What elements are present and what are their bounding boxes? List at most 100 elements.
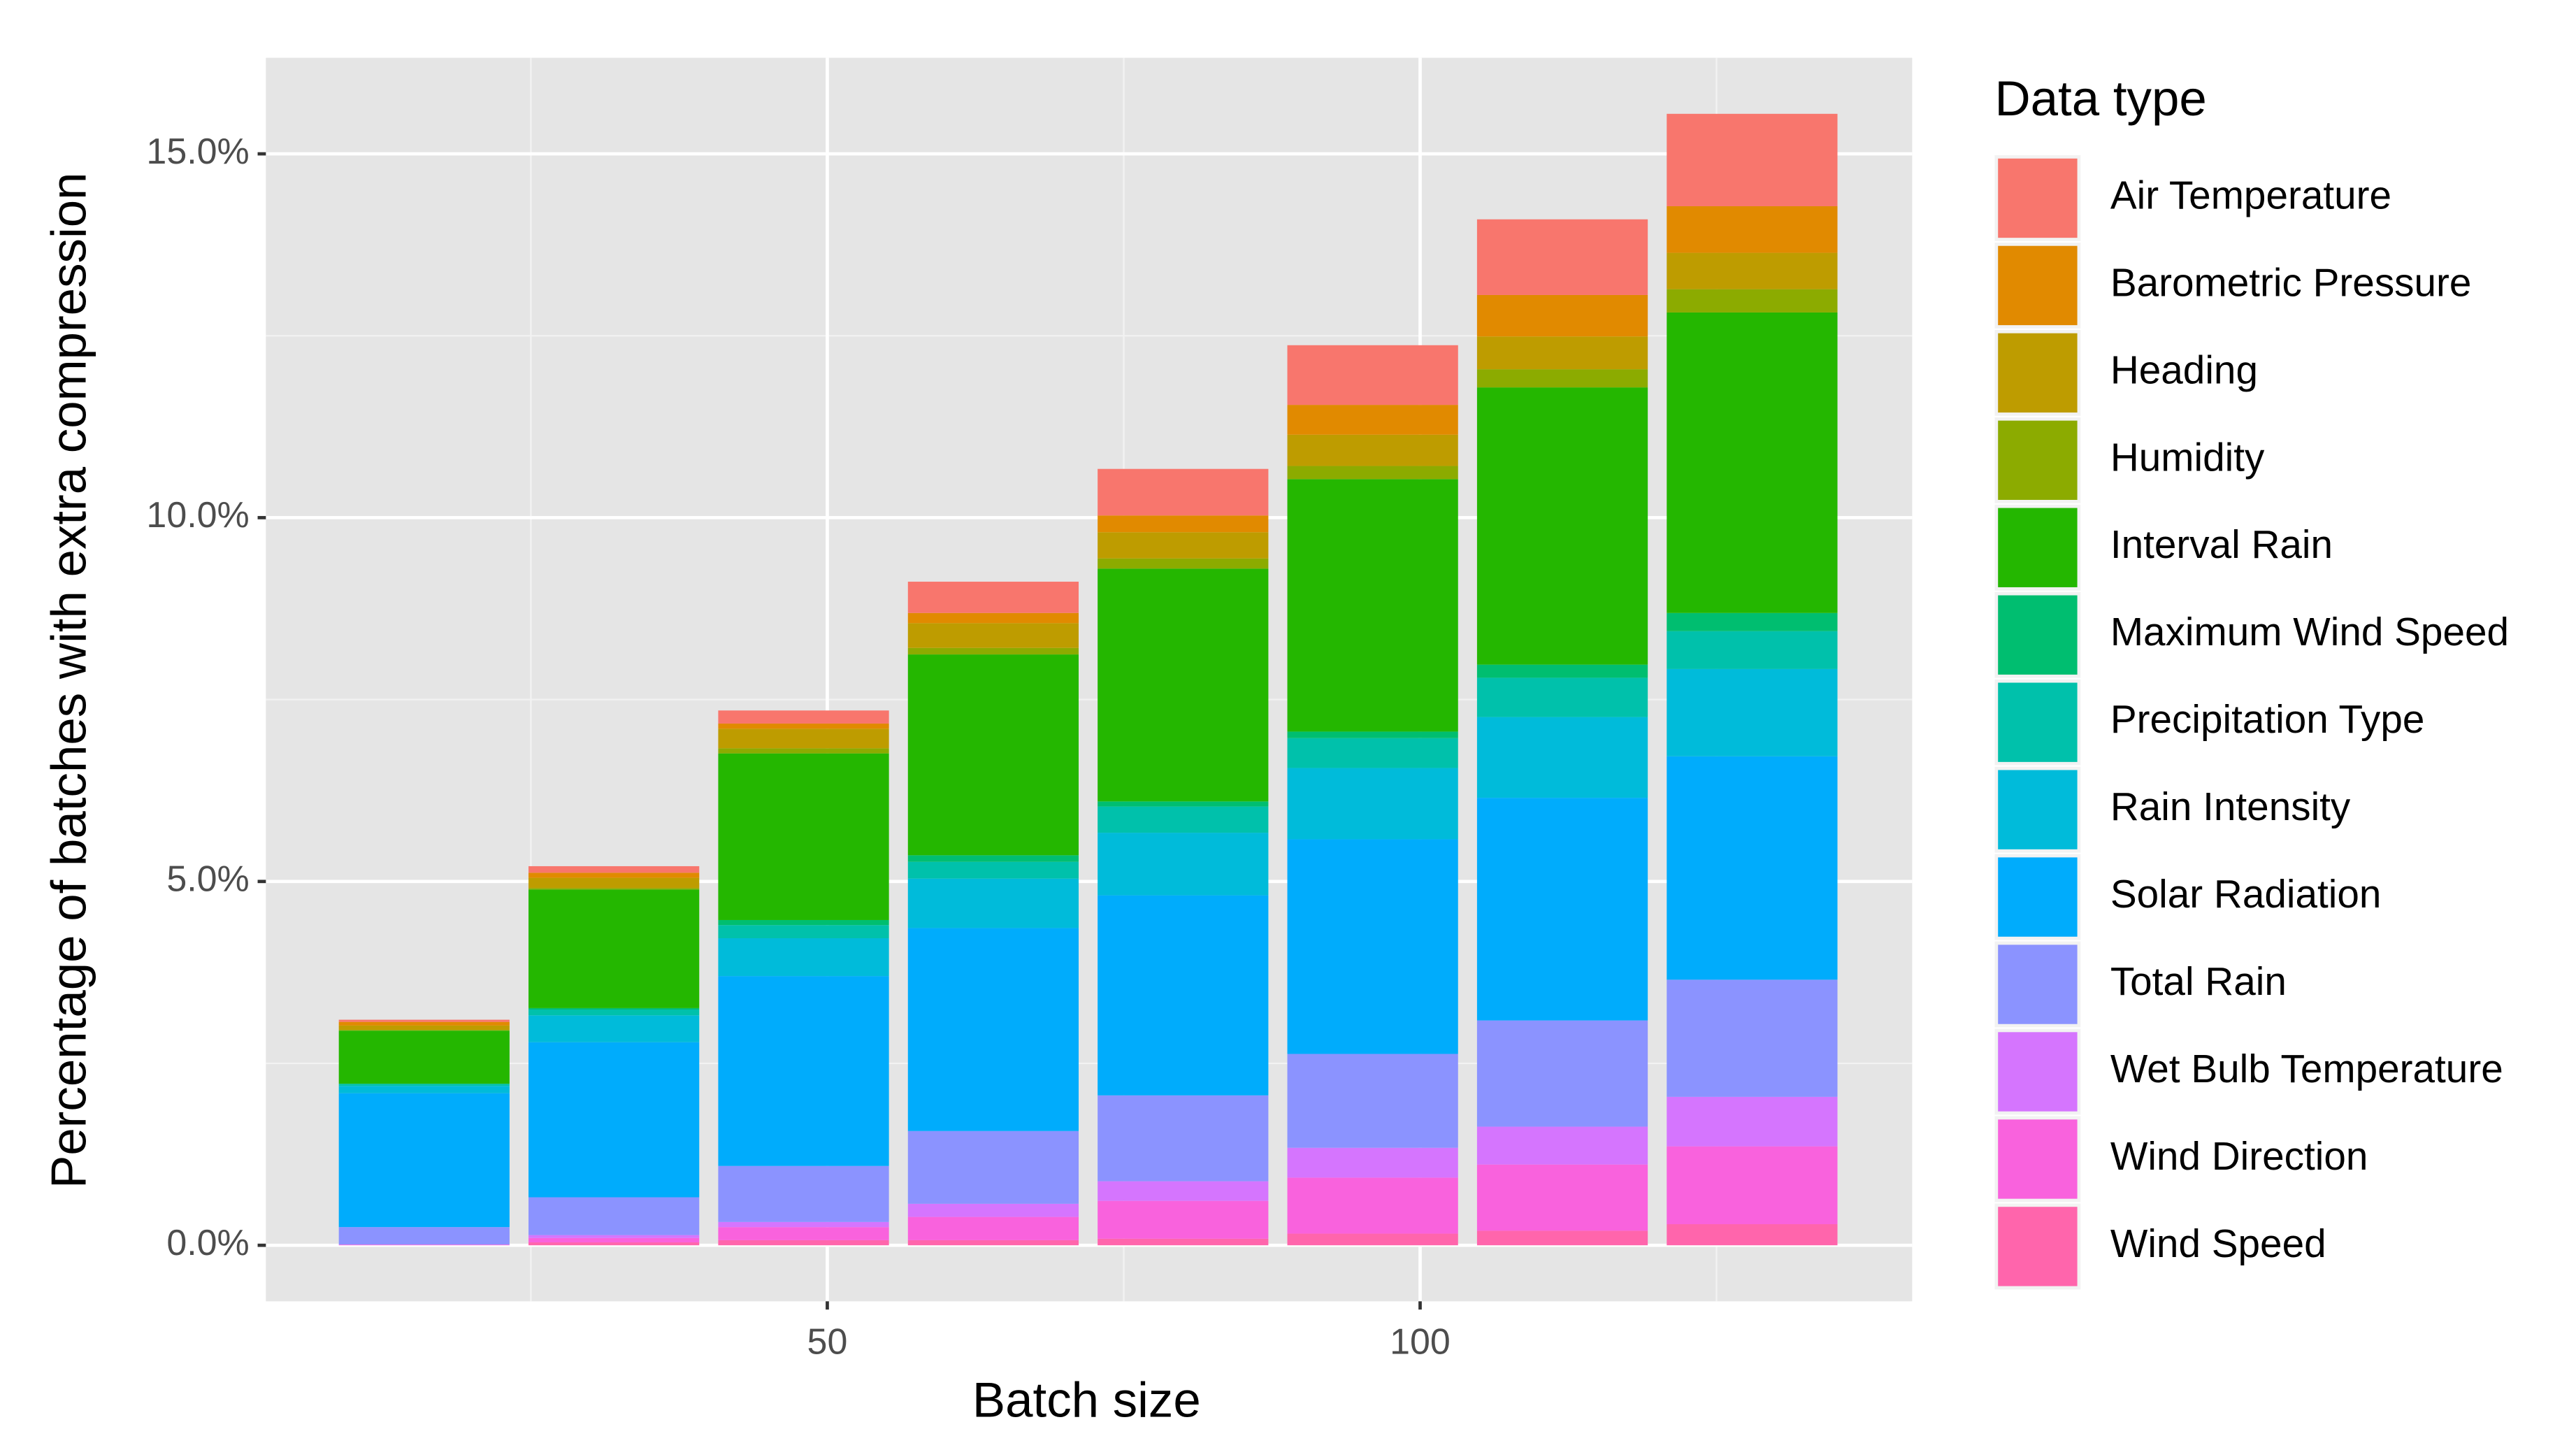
- legend-key: [1998, 1032, 2078, 1112]
- bar-segment: [1476, 677, 1648, 717]
- bar-segment: [1287, 466, 1458, 480]
- legend-key: [1998, 1119, 2078, 1199]
- legend-label: Wind Speed: [2110, 1222, 2326, 1266]
- x-tick-label: 100: [1390, 1321, 1451, 1362]
- bar-segment: [907, 582, 1079, 613]
- bar-segment: [338, 1084, 510, 1086]
- bar-segment: [1476, 1020, 1648, 1127]
- bar-segment: [1287, 434, 1458, 466]
- bar-segment: [1287, 1147, 1458, 1178]
- bar-segment: [1098, 833, 1269, 896]
- y-tick-label: 15.0%: [146, 131, 249, 172]
- legend-key: [1998, 420, 2078, 501]
- legend-label: Wind Direction: [2110, 1135, 2368, 1179]
- bar-segment: [1667, 979, 1838, 1097]
- bar-segment: [338, 1019, 510, 1022]
- x-axis-title: Batch size: [972, 1373, 1201, 1428]
- bar-segment: [907, 654, 1079, 856]
- bar-segment: [1098, 558, 1269, 569]
- bar-segment: [1098, 1095, 1269, 1182]
- bar-segment: [1098, 806, 1269, 833]
- bar-segment: [1098, 532, 1269, 559]
- bar-segment: [907, 1130, 1079, 1204]
- bar-segment: [907, 1240, 1079, 1246]
- bar-segment: [718, 919, 889, 926]
- bar-segment: [1667, 1224, 1838, 1246]
- bar-segment: [1476, 219, 1648, 295]
- bar-segment: [1667, 312, 1838, 613]
- bar-segment: [1098, 468, 1269, 516]
- legend-key: [1998, 595, 2078, 675]
- bar-segment: [528, 877, 700, 889]
- bar-segment: [1667, 631, 1838, 669]
- bar-segment: [1667, 252, 1838, 289]
- bar-segment: [1098, 801, 1269, 807]
- bar-segment: [1098, 568, 1269, 802]
- bar-segment: [528, 1235, 700, 1238]
- bar-segment: [338, 1030, 510, 1031]
- x-tick-label: 50: [807, 1321, 848, 1362]
- bar-segment: [1476, 798, 1648, 1021]
- bar-segment: [1287, 479, 1458, 732]
- bar-segment: [1287, 731, 1458, 738]
- bar-segment: [528, 1009, 700, 1016]
- legend-label: Wet Bulb Temperature: [2110, 1047, 2503, 1091]
- bar-segment: [338, 1025, 510, 1031]
- bar-segment: [528, 1015, 700, 1042]
- bar-segment: [907, 623, 1079, 648]
- legend-key: [1998, 245, 2078, 326]
- bar-segment: [907, 1203, 1079, 1217]
- bar-segment: [1287, 1233, 1458, 1246]
- bar-segment: [718, 710, 889, 724]
- bar-segment: [1287, 405, 1458, 435]
- plot-background: [266, 57, 1913, 1302]
- bar-segment: [1287, 1177, 1458, 1234]
- bar-segment: [718, 1240, 889, 1246]
- bar-segment: [1476, 1230, 1648, 1246]
- bar-segment: [718, 723, 889, 729]
- bar-segment: [528, 1197, 700, 1235]
- legend-key: [1998, 158, 2078, 238]
- bar-segment: [1476, 1126, 1648, 1165]
- bar-segment: [1098, 1238, 1269, 1246]
- legend-key: [1998, 770, 2078, 849]
- bar-segment: [1476, 294, 1648, 337]
- bar-segment: [1667, 289, 1838, 313]
- bar-segment: [528, 1242, 700, 1246]
- bar-segment: [1098, 895, 1269, 1096]
- bar-segment: [338, 1086, 510, 1093]
- bar-segment: [338, 1031, 510, 1084]
- legend-key: [1998, 857, 2078, 937]
- bar-segment: [1667, 113, 1838, 206]
- bar-segment: [338, 1227, 510, 1245]
- bar-segment: [718, 748, 889, 754]
- bar-segment: [528, 1042, 700, 1198]
- legend-label: Rain Intensity: [2110, 785, 2351, 829]
- legend-label: Humidity: [2110, 436, 2265, 480]
- legend-label: Precipitation Type: [2110, 698, 2425, 742]
- bar-segment: [1667, 668, 1838, 756]
- legend-label: Interval Rain: [2110, 523, 2333, 567]
- bar-segment: [907, 1216, 1079, 1240]
- legend-label: Barometric Pressure: [2110, 261, 2472, 305]
- bar-segment: [338, 1093, 510, 1228]
- bar-segment: [1098, 1181, 1269, 1201]
- bar-segment: [718, 1227, 889, 1240]
- bar-segment: [1476, 336, 1648, 370]
- bar-segment: [718, 938, 889, 977]
- legend-key: [1998, 682, 2078, 762]
- bar-segment: [528, 1007, 700, 1010]
- bar-segment: [528, 873, 700, 878]
- bar-segment: [1667, 1146, 1838, 1225]
- bar-segment: [1287, 738, 1458, 768]
- bar-segment: [528, 889, 700, 1008]
- bar-segment: [1667, 206, 1838, 253]
- bar-segment: [907, 612, 1079, 624]
- bar-segment: [1476, 717, 1648, 798]
- bar-segment: [718, 728, 889, 749]
- y-axis-title: Percentage of batches with extra compres…: [42, 172, 97, 1188]
- bar-segment: [718, 925, 889, 938]
- bar-segment: [718, 1165, 889, 1222]
